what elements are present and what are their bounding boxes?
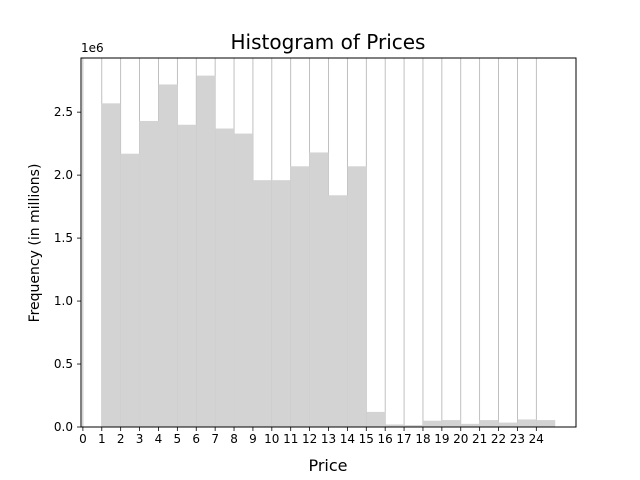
histogram-bar (120, 153, 140, 427)
x-tick-label: 22 (491, 432, 506, 446)
x-tick-label: 14 (340, 432, 355, 446)
x-tick-label: 5 (174, 432, 182, 446)
x-tick-label: 11 (283, 432, 298, 446)
x-tick-label: 2 (117, 432, 125, 446)
histogram-bar (460, 423, 480, 427)
histogram-bar (347, 166, 367, 427)
bars (101, 75, 556, 428)
x-tick-label: 15 (359, 432, 374, 446)
x-axis-label: Price (308, 456, 347, 475)
histogram-bar (196, 75, 216, 427)
x-tick-label: 1 (98, 432, 106, 446)
histogram-bar (385, 424, 405, 427)
x-tick-label: 3 (136, 432, 144, 446)
x-tick-label: 17 (396, 432, 411, 446)
y-axis-ticks: 0.0 0.5 1.0 1.5 2.0 2.5 (54, 105, 81, 434)
histogram-bar (517, 419, 537, 427)
histogram-bar (366, 411, 386, 427)
histogram-bar (404, 425, 423, 427)
histogram-bar (177, 124, 197, 427)
histogram-bar (498, 422, 518, 427)
histogram-bar (158, 84, 178, 428)
y-tick-label: 2.0 (54, 168, 73, 182)
x-tick-label: 8 (230, 432, 238, 446)
histogram-bar (215, 128, 235, 427)
x-tick-label: 20 (453, 432, 468, 446)
y-tick-label: 0.0 (54, 420, 73, 434)
histogram-bar (139, 120, 159, 427)
chart-title: Histogram of Prices (231, 30, 426, 54)
histogram-bar (290, 166, 310, 427)
histogram-bar (271, 180, 291, 427)
histogram-bar (479, 420, 499, 427)
histogram-bar (422, 420, 442, 427)
y-tick-label: 1.5 (54, 231, 73, 245)
x-axis-ticks: 0 1 2 3 4 5 6 7 8 9 10 11 12 13 14 15 16 17 18 19 20 21 22 23 24 (79, 427, 544, 446)
x-tick-label: 16 (378, 432, 393, 446)
histogram-bar (328, 195, 348, 427)
histogram-bar (252, 180, 272, 427)
x-tick-label: 23 (510, 432, 525, 446)
histogram-bar (234, 133, 253, 427)
x-tick-label: 0 (79, 432, 87, 446)
y-tick-label: 0.5 (54, 357, 73, 371)
histogram-bar (309, 152, 329, 427)
x-tick-label: 13 (321, 432, 336, 446)
x-tick-label: 19 (434, 432, 449, 446)
x-tick-label: 21 (472, 432, 487, 446)
x-tick-label: 24 (529, 432, 544, 446)
x-tick-label: 10 (264, 432, 279, 446)
x-tick-label: 9 (249, 432, 257, 446)
histogram-bar (101, 103, 121, 427)
x-tick-label: 18 (415, 432, 430, 446)
y-tick-label: 2.5 (54, 105, 73, 119)
y-offset-label: 1e6 (81, 41, 104, 55)
y-tick-label: 1.0 (54, 294, 73, 308)
x-tick-label: 7 (211, 432, 219, 446)
x-tick-label: 6 (192, 432, 200, 446)
histogram-bar (536, 420, 556, 427)
y-axis-label: Frequency (in millions) (27, 164, 43, 323)
histogram-bar (441, 420, 461, 427)
x-tick-label: 12 (302, 432, 317, 446)
x-tick-label: 4 (155, 432, 163, 446)
